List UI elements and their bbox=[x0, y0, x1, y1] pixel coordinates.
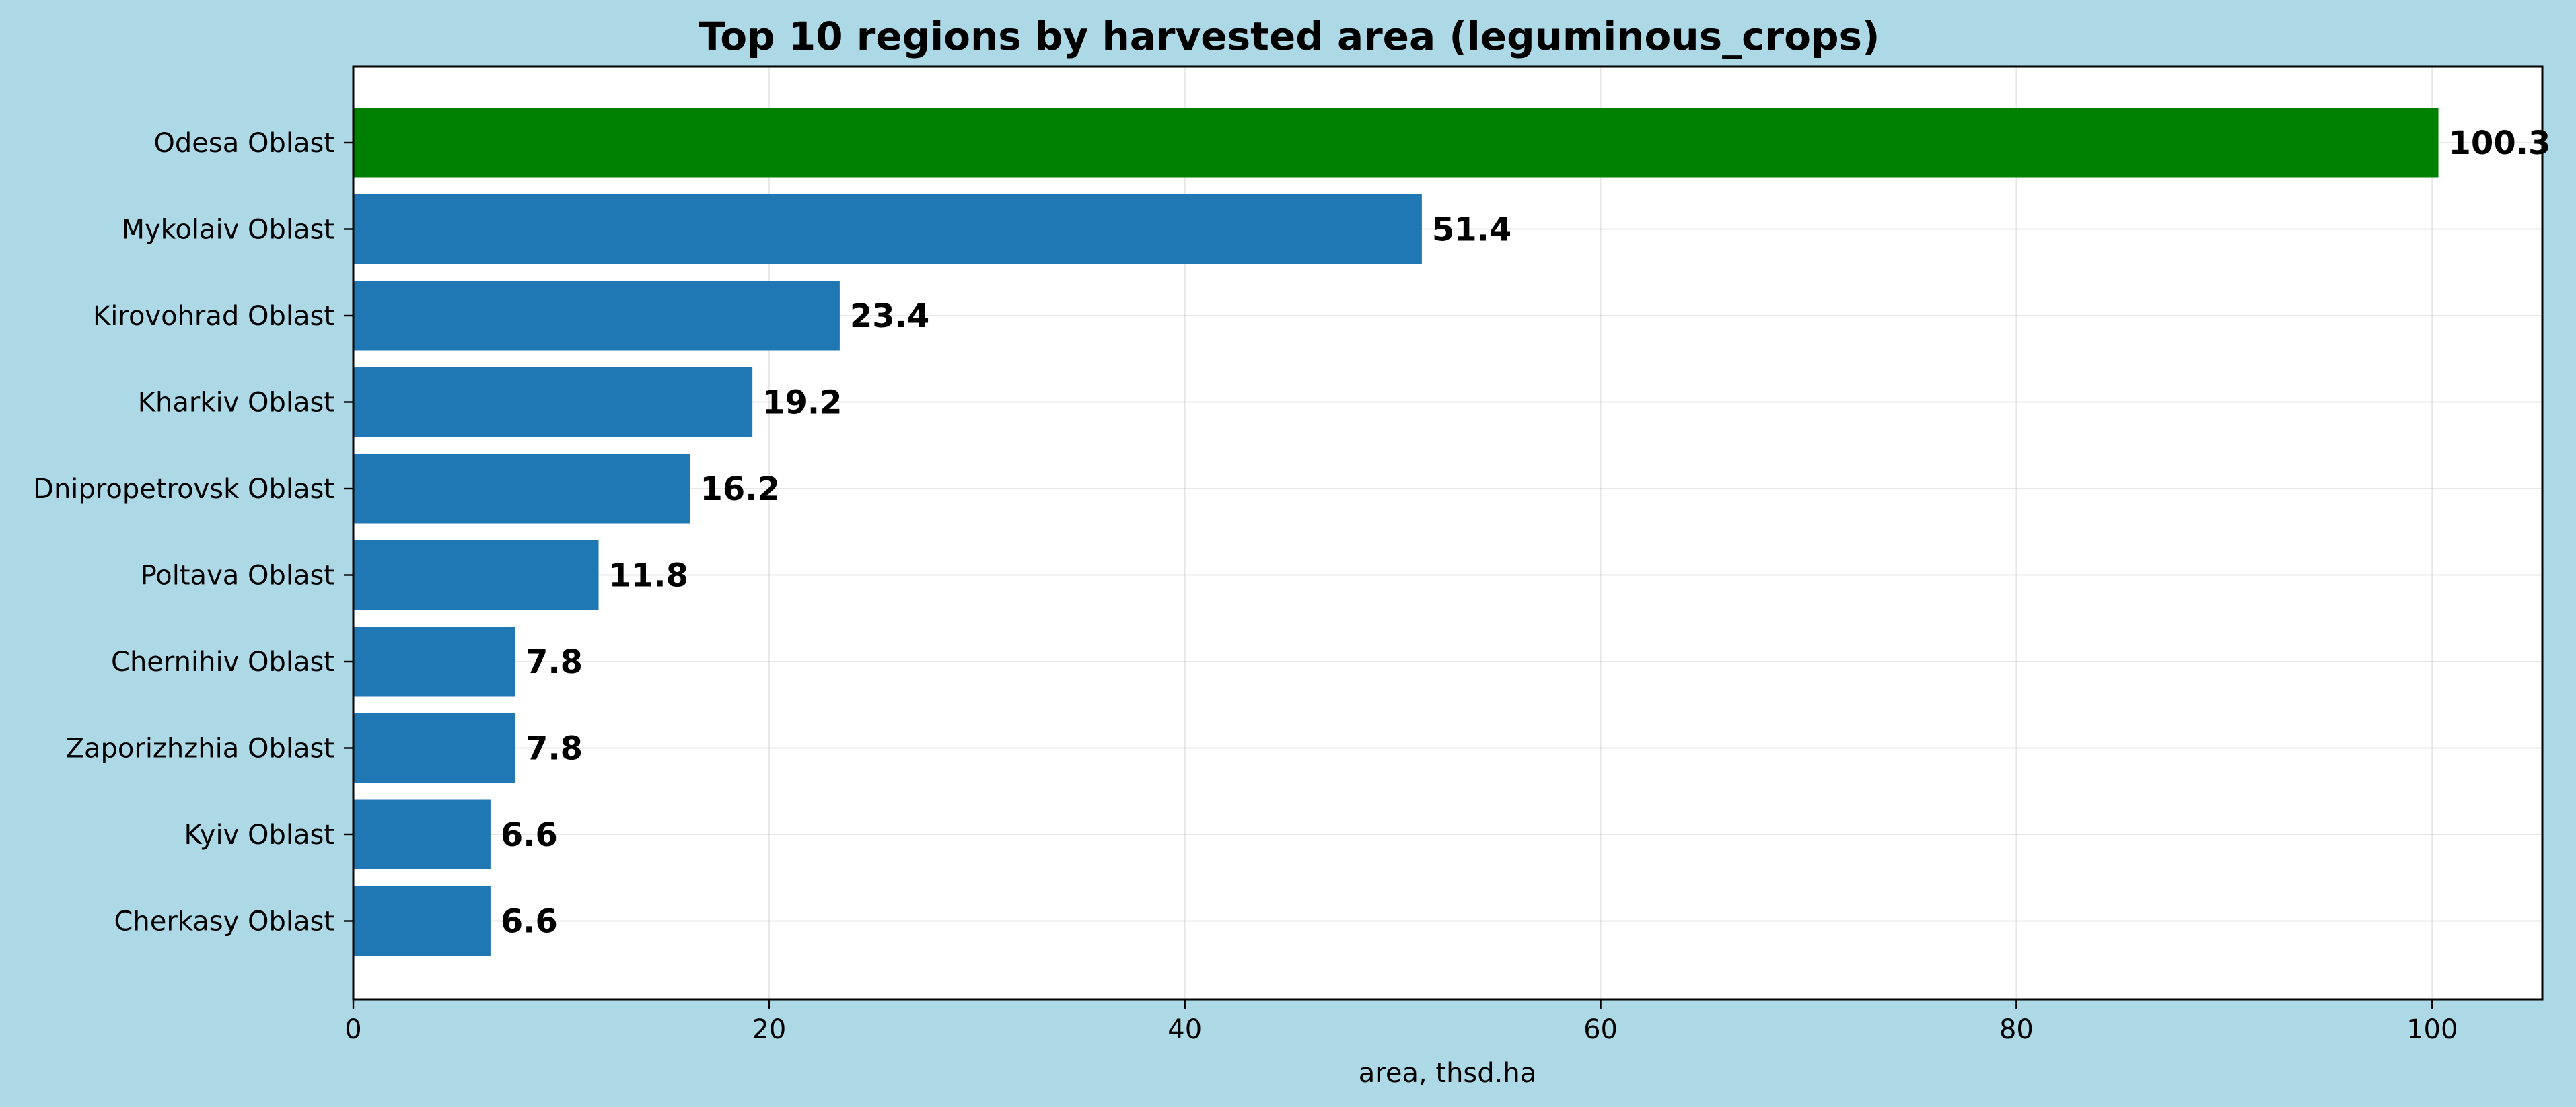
value-labels: 100.3 51.4 23.4 19.2 16.2 11.8 7.8 7.8 6.6 6.6 bbox=[501, 124, 2550, 941]
bars bbox=[353, 108, 2439, 956]
x-tick-label: 100 bbox=[2406, 1014, 2458, 1045]
plot-frame bbox=[352, 65, 2544, 1001]
x-axis-label: area, thsd.ha bbox=[1359, 1058, 1536, 1089]
y-tick-label: Cherkasy Oblast bbox=[114, 906, 334, 937]
y-tick-label: Kharkiv Oblast bbox=[138, 388, 334, 419]
bar-value-label: 51.4 bbox=[1432, 211, 1511, 249]
bar-kyiv-oblast bbox=[353, 799, 491, 869]
chart-title: Top 10 regions by harvested area (legumi… bbox=[699, 13, 1880, 59]
bar-chernihiv-oblast bbox=[353, 627, 515, 697]
y-tick-label: Chernihiv Oblast bbox=[111, 647, 334, 678]
bar-dnipropetrovsk-oblast bbox=[353, 454, 690, 524]
y-tick-label: Odesa Oblast bbox=[153, 128, 334, 159]
bar-kirovohrad-oblast bbox=[353, 281, 840, 351]
x-tick-label: 20 bbox=[752, 1014, 786, 1045]
bar-kharkiv-oblast bbox=[353, 367, 753, 437]
bar-value-label: 7.8 bbox=[526, 643, 583, 681]
bar-value-label: 6.6 bbox=[501, 816, 558, 854]
x-tick-label: 40 bbox=[1168, 1014, 1202, 1045]
y-axis: Odesa Oblast Mykolaiv Oblast Kirovohrad Ob… bbox=[33, 128, 353, 937]
y-tick-label: Dnipropetrovsk Oblast bbox=[33, 474, 334, 505]
bar-cherkasy-oblast bbox=[353, 886, 491, 956]
bar-poltava-oblast bbox=[353, 540, 599, 610]
y-tick-label: Kyiv Oblast bbox=[184, 820, 334, 851]
y-tick-label: Kirovohrad Oblast bbox=[93, 301, 334, 332]
bar-value-label: 19.2 bbox=[762, 384, 842, 422]
y-tick-label: Poltava Oblast bbox=[141, 561, 334, 592]
bar-value-label: 100.3 bbox=[2449, 124, 2551, 162]
bar-odesa-oblast bbox=[353, 108, 2439, 178]
y-tick-label: Zaporizhzhia Oblast bbox=[66, 734, 334, 764]
x-axis: 0 20 40 60 80 100 bbox=[345, 999, 2458, 1045]
x-tick-label: 60 bbox=[1583, 1014, 1618, 1045]
bar-value-label: 7.8 bbox=[526, 730, 583, 768]
bar-value-label: 11.8 bbox=[609, 557, 688, 595]
bar-value-label: 16.2 bbox=[700, 470, 779, 508]
x-tick-label: 0 bbox=[345, 1014, 361, 1045]
bar-value-label: 6.6 bbox=[501, 903, 558, 941]
bar-value-label: 23.4 bbox=[850, 297, 929, 335]
bar-mykolaiv-oblast bbox=[353, 194, 1422, 264]
x-tick-label: 80 bbox=[1999, 1014, 2034, 1045]
y-tick-label: Mykolaiv Oblast bbox=[121, 215, 334, 246]
bar-zaporizhzhia-oblast bbox=[353, 713, 515, 783]
